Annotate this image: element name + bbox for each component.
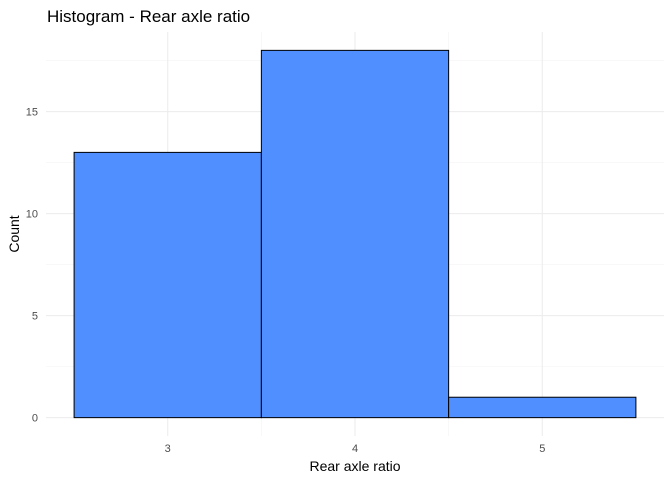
histogram-bar — [260, 49, 450, 419]
x-tick-label: 5 — [539, 443, 545, 455]
chart-title: Histogram - Rear axle ratio — [47, 7, 250, 26]
x-tick-label: 3 — [165, 443, 171, 455]
y-tick-label: 15 — [26, 107, 38, 119]
y-tick-label: 10 — [26, 209, 38, 221]
y-tick-label: 5 — [32, 311, 38, 323]
x-axis-title: Rear axle ratio — [309, 458, 400, 474]
histogram-bar — [448, 396, 637, 419]
y-axis-ticks: 0 5 10 15 — [26, 107, 38, 425]
x-axis-ticks: 3 4 5 — [165, 443, 546, 455]
y-axis-title: Count — [6, 215, 22, 252]
histogram-bar — [73, 151, 262, 419]
x-tick-label: 4 — [352, 443, 358, 455]
y-tick-label: 0 — [32, 413, 38, 425]
histogram-bars — [73, 49, 637, 419]
